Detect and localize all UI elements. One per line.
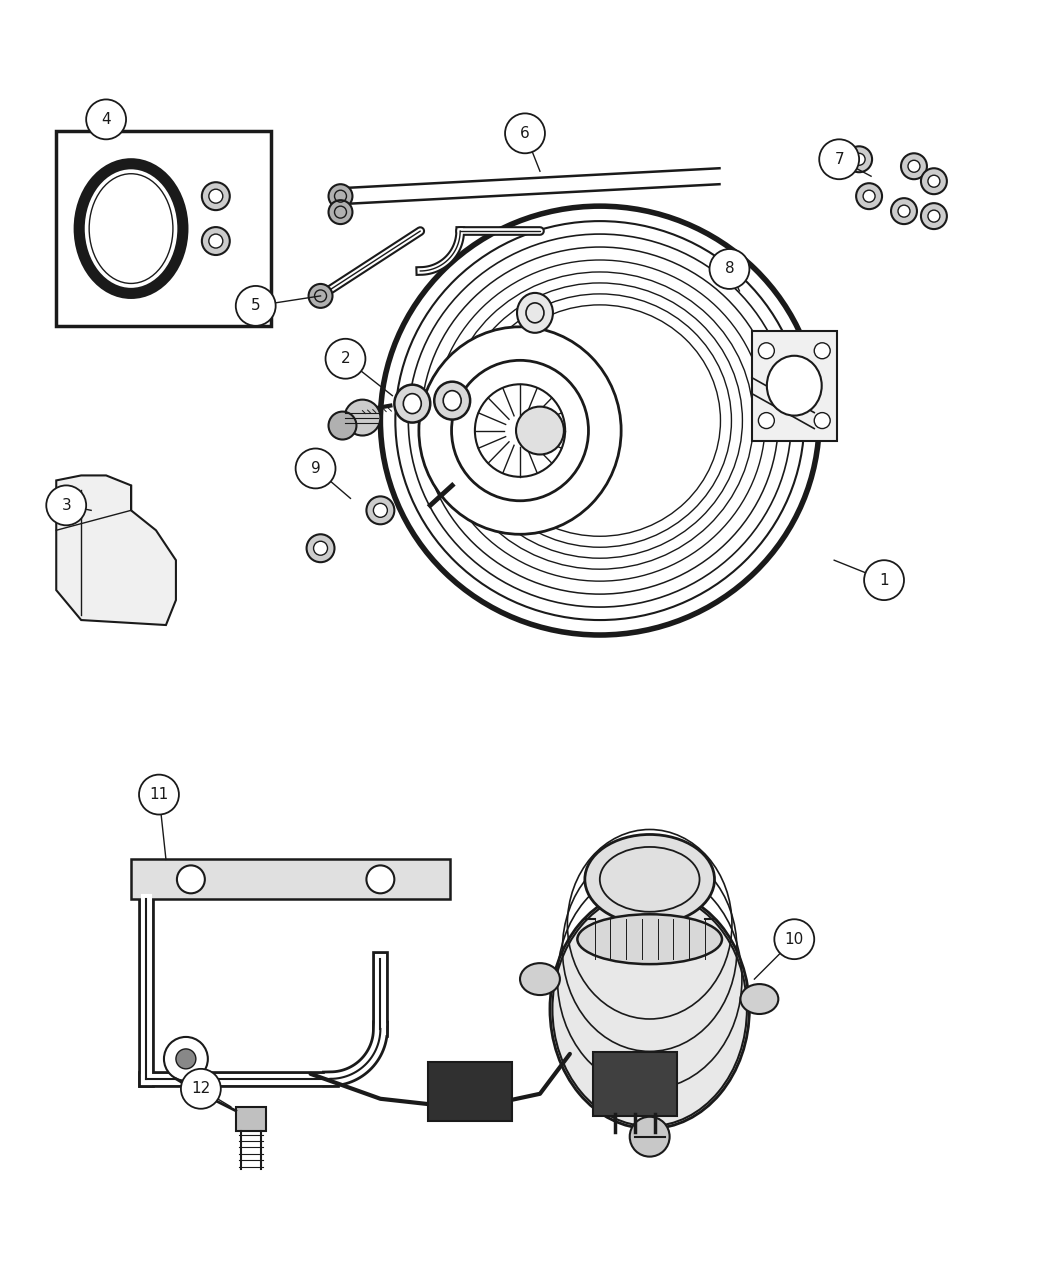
- Circle shape: [505, 113, 545, 153]
- Text: 5: 5: [251, 298, 260, 314]
- Circle shape: [209, 189, 223, 203]
- Circle shape: [176, 866, 205, 894]
- Text: 11: 11: [149, 787, 169, 802]
- Circle shape: [176, 1049, 196, 1068]
- Text: 8: 8: [724, 261, 734, 277]
- Circle shape: [774, 919, 814, 959]
- Ellipse shape: [550, 890, 750, 1128]
- Ellipse shape: [766, 356, 822, 416]
- Text: 2: 2: [340, 351, 351, 366]
- Circle shape: [202, 182, 230, 210]
- Circle shape: [814, 413, 831, 428]
- Circle shape: [928, 175, 940, 187]
- Circle shape: [846, 147, 873, 172]
- Circle shape: [202, 227, 230, 255]
- Circle shape: [819, 139, 859, 180]
- Circle shape: [329, 200, 353, 224]
- Circle shape: [326, 339, 365, 379]
- Circle shape: [814, 343, 831, 358]
- Circle shape: [366, 496, 395, 524]
- Text: 10: 10: [784, 932, 804, 947]
- Ellipse shape: [403, 394, 421, 413]
- Ellipse shape: [520, 963, 560, 994]
- Circle shape: [236, 286, 276, 326]
- Text: 1: 1: [879, 572, 889, 588]
- Circle shape: [758, 413, 774, 428]
- Text: 3: 3: [61, 497, 71, 513]
- Circle shape: [181, 1068, 220, 1109]
- FancyBboxPatch shape: [593, 1052, 676, 1116]
- FancyBboxPatch shape: [428, 1062, 512, 1121]
- Text: 7: 7: [835, 152, 844, 167]
- Circle shape: [921, 203, 947, 229]
- Ellipse shape: [578, 914, 722, 964]
- Circle shape: [314, 542, 328, 555]
- Text: 12: 12: [191, 1081, 210, 1096]
- Circle shape: [366, 866, 395, 894]
- FancyBboxPatch shape: [57, 131, 271, 326]
- Circle shape: [901, 153, 927, 180]
- FancyBboxPatch shape: [236, 1107, 266, 1131]
- FancyBboxPatch shape: [752, 330, 837, 441]
- Circle shape: [374, 504, 387, 518]
- Ellipse shape: [435, 381, 470, 419]
- Circle shape: [46, 486, 86, 525]
- Ellipse shape: [585, 834, 714, 924]
- Circle shape: [630, 1117, 670, 1156]
- Ellipse shape: [517, 293, 553, 333]
- Circle shape: [710, 249, 750, 289]
- Circle shape: [864, 560, 904, 601]
- Ellipse shape: [419, 326, 622, 534]
- FancyBboxPatch shape: [131, 859, 450, 899]
- Circle shape: [908, 161, 920, 172]
- Circle shape: [758, 343, 774, 358]
- Circle shape: [86, 99, 126, 139]
- Circle shape: [329, 412, 356, 440]
- Circle shape: [856, 184, 882, 209]
- Circle shape: [209, 235, 223, 249]
- Circle shape: [854, 153, 865, 166]
- Circle shape: [139, 775, 178, 815]
- Circle shape: [307, 534, 335, 562]
- Text: 6: 6: [520, 126, 530, 140]
- Circle shape: [863, 190, 875, 203]
- Ellipse shape: [395, 385, 430, 422]
- Ellipse shape: [740, 984, 778, 1014]
- Circle shape: [164, 1037, 208, 1081]
- Ellipse shape: [89, 173, 173, 283]
- Ellipse shape: [443, 390, 461, 411]
- Polygon shape: [57, 476, 176, 625]
- Circle shape: [891, 198, 917, 224]
- Circle shape: [329, 184, 353, 208]
- Circle shape: [516, 407, 564, 454]
- Circle shape: [309, 284, 333, 307]
- Circle shape: [921, 168, 947, 194]
- Text: 4: 4: [101, 112, 111, 128]
- Circle shape: [898, 205, 910, 217]
- Circle shape: [344, 399, 380, 436]
- Circle shape: [296, 449, 336, 488]
- Circle shape: [928, 210, 940, 222]
- Text: 9: 9: [311, 462, 320, 476]
